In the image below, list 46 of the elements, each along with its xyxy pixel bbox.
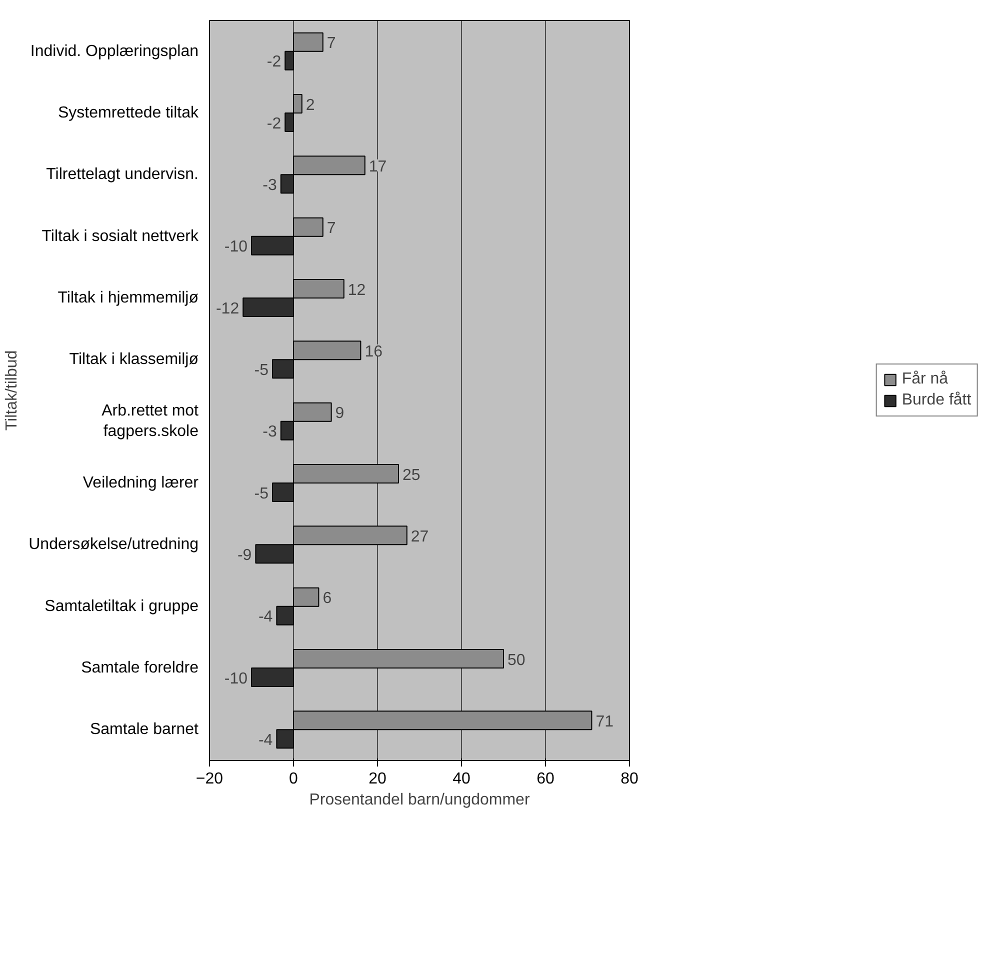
x-tick-label: 20 [368, 770, 386, 788]
data-label: -4 [258, 732, 273, 749]
y-tick-label: Undersøkelse/utredning [28, 536, 199, 554]
data-label: 25 [402, 466, 420, 484]
data-label: -2 [266, 54, 282, 71]
x-tick-label: −20 [196, 770, 224, 788]
x-tick-label: 40 [452, 770, 470, 788]
x-tick-label: 80 [620, 770, 638, 788]
data-label: 12 [348, 282, 366, 299]
y-tick-label: Tiltak i hjemmemiljø [58, 290, 199, 306]
y-tick-label: Tiltak i klassemiljø [69, 351, 199, 368]
data-label: -4 [258, 608, 273, 626]
data-label: 50 [508, 652, 526, 669]
data-label: 16 [364, 343, 383, 360]
data-label: -2 [266, 115, 282, 132]
y-tick-label: Tilrettelagt undervisn. [46, 166, 199, 184]
x-axis-title: Prosentandel barn/ungdommer [309, 792, 530, 808]
data-label: -10 [224, 238, 248, 256]
data-label: -3 [262, 176, 277, 194]
data-label: -3 [262, 424, 277, 441]
y-axis-title: Tiltak/tilbud [4, 350, 21, 431]
legend-label: Får nå [902, 370, 948, 388]
data-label: 17 [368, 158, 387, 176]
y-tick-label: Tiltak i sosialt nettverk [42, 228, 200, 245]
data-label: -12 [216, 300, 240, 318]
data-label: 7 [326, 35, 336, 52]
y-tick-label: Veiledning lærer [82, 474, 200, 492]
y-tick-label: Individ. Opplæringsplan [30, 42, 198, 60]
data-label: -5 [254, 485, 269, 502]
data-label: 7 [326, 220, 336, 238]
x-tick-label: 60 [536, 770, 554, 788]
y-tick-label: Samtaletiltak i gruppe [44, 598, 199, 615]
legend-label: Burde fått [902, 392, 972, 410]
y-tick-label: Systemrettede tiltak [58, 104, 200, 122]
data-label: 6 [322, 590, 332, 608]
y-tick-label: Samtale barnet [90, 721, 200, 738]
data-label: -9 [237, 546, 252, 564]
data-label: -5 [254, 362, 269, 379]
data-label: 27 [410, 528, 429, 546]
data-label: 2 [306, 96, 315, 114]
data-label: -10 [224, 670, 248, 688]
data-label: 71 [596, 713, 614, 730]
data-label: 9 [335, 405, 344, 422]
y-tick-label: Samtale foreldre [81, 660, 199, 676]
x-tick-label: 0 [289, 770, 298, 788]
y-tick-label: Arb.rettet mot fagpers.skole [102, 402, 200, 440]
